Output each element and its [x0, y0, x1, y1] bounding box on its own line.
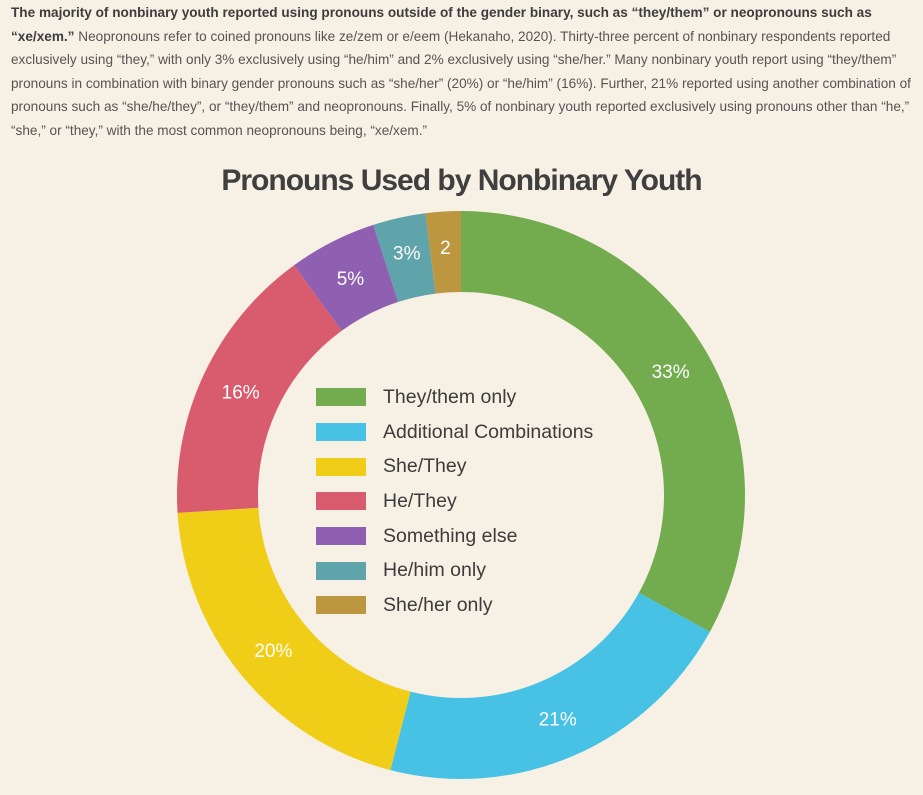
legend-label: She/They: [383, 455, 467, 478]
legend-item: He/They: [316, 484, 593, 519]
legend-label: Additional Combinations: [383, 420, 594, 443]
legend-item: She/her only: [316, 588, 593, 623]
legend-swatch: [316, 596, 366, 615]
legend-label: They/them only: [383, 385, 517, 408]
legend-label: He/him only: [383, 559, 486, 582]
slice-value-label: 33%: [652, 362, 690, 383]
intro-body: Neopronouns refer to coined pronouns lik…: [11, 28, 911, 138]
donut-slice-she-her-only: [425, 211, 461, 294]
legend-swatch: [316, 561, 366, 580]
slice-value-label: 3%: [393, 243, 421, 264]
legend-swatch: [316, 492, 366, 511]
slice-value-label: 21%: [539, 709, 577, 730]
intro-lead: The majority of nonbinary youth reported…: [11, 5, 872, 44]
legend-swatch: [316, 423, 366, 442]
chart-legend: They/them only Additional Combinations She…: [316, 380, 593, 623]
legend-label: He/They: [383, 489, 457, 512]
legend-item: He/him only: [316, 553, 593, 588]
legend-item: Additional Combinations: [316, 415, 593, 450]
donut-slice-he-him-only: [373, 213, 436, 302]
donut-slice-additional-combinations: [390, 592, 710, 779]
slice-value-label: 5%: [337, 269, 365, 290]
legend-item: They/them only: [316, 380, 593, 415]
legend-label: She/her only: [383, 593, 493, 616]
legend-swatch: [316, 457, 366, 476]
chart-title: Pronouns Used by Nonbinary Youth: [221, 164, 702, 197]
donut-slice-they-them-only: [461, 211, 746, 632]
donut-slice-something-else: [294, 224, 399, 331]
intro-paragraph: The majority of nonbinary youth reported…: [11, 1, 911, 142]
legend-swatch: [316, 388, 366, 407]
legend-label: Something else: [383, 524, 518, 547]
legend-swatch: [316, 527, 366, 546]
donut-slice-he-they: [177, 265, 342, 513]
slice-value-label: 20%: [254, 641, 292, 662]
slice-value-label: 2: [440, 238, 451, 259]
legend-item: She/They: [316, 449, 593, 484]
legend-item: Something else: [316, 519, 593, 554]
donut-slice-she-they: [177, 507, 411, 771]
slice-value-label: 16%: [222, 382, 260, 403]
